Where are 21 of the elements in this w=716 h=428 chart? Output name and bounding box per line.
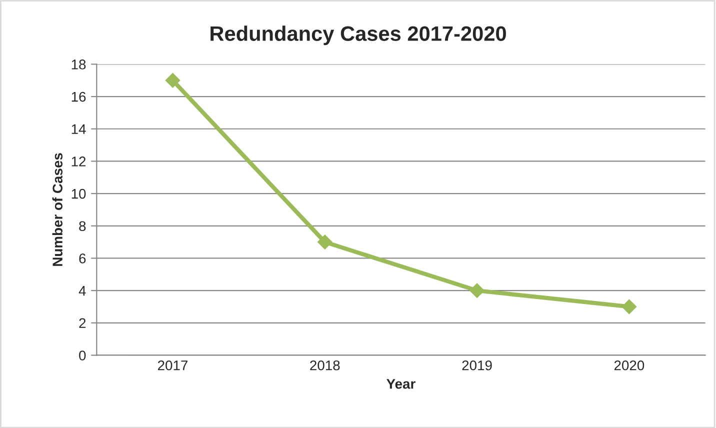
y-tick-label: 6 (79, 254, 86, 264)
point (165, 72, 180, 88)
y-tick-label: 10 (72, 188, 86, 199)
y-tick-label: 4 (78, 286, 86, 296)
y-axis-title: Number of Cases (52, 153, 62, 266)
x-tick-label: 2019 (462, 360, 492, 370)
x-axis-title: Year (386, 379, 416, 389)
chart-title: Redundancy Cases 2017-2020 (210, 26, 506, 46)
point (470, 283, 484, 298)
y-tick-label: 18 (72, 60, 86, 70)
point (622, 299, 637, 314)
y-tick-label: 16 (72, 92, 86, 102)
x-tick-label: 2017 (158, 360, 188, 370)
x-tick-label: 2020 (614, 360, 644, 370)
y-tick-label: 0 (79, 350, 86, 360)
point (317, 234, 332, 250)
y-tick-label: 2 (79, 318, 86, 328)
y-tick-label: 12 (72, 156, 86, 166)
y-tick-label: 8 (79, 221, 86, 232)
y-tick-label: 14 (72, 124, 86, 134)
x-tick-label: 2018 (310, 360, 340, 370)
